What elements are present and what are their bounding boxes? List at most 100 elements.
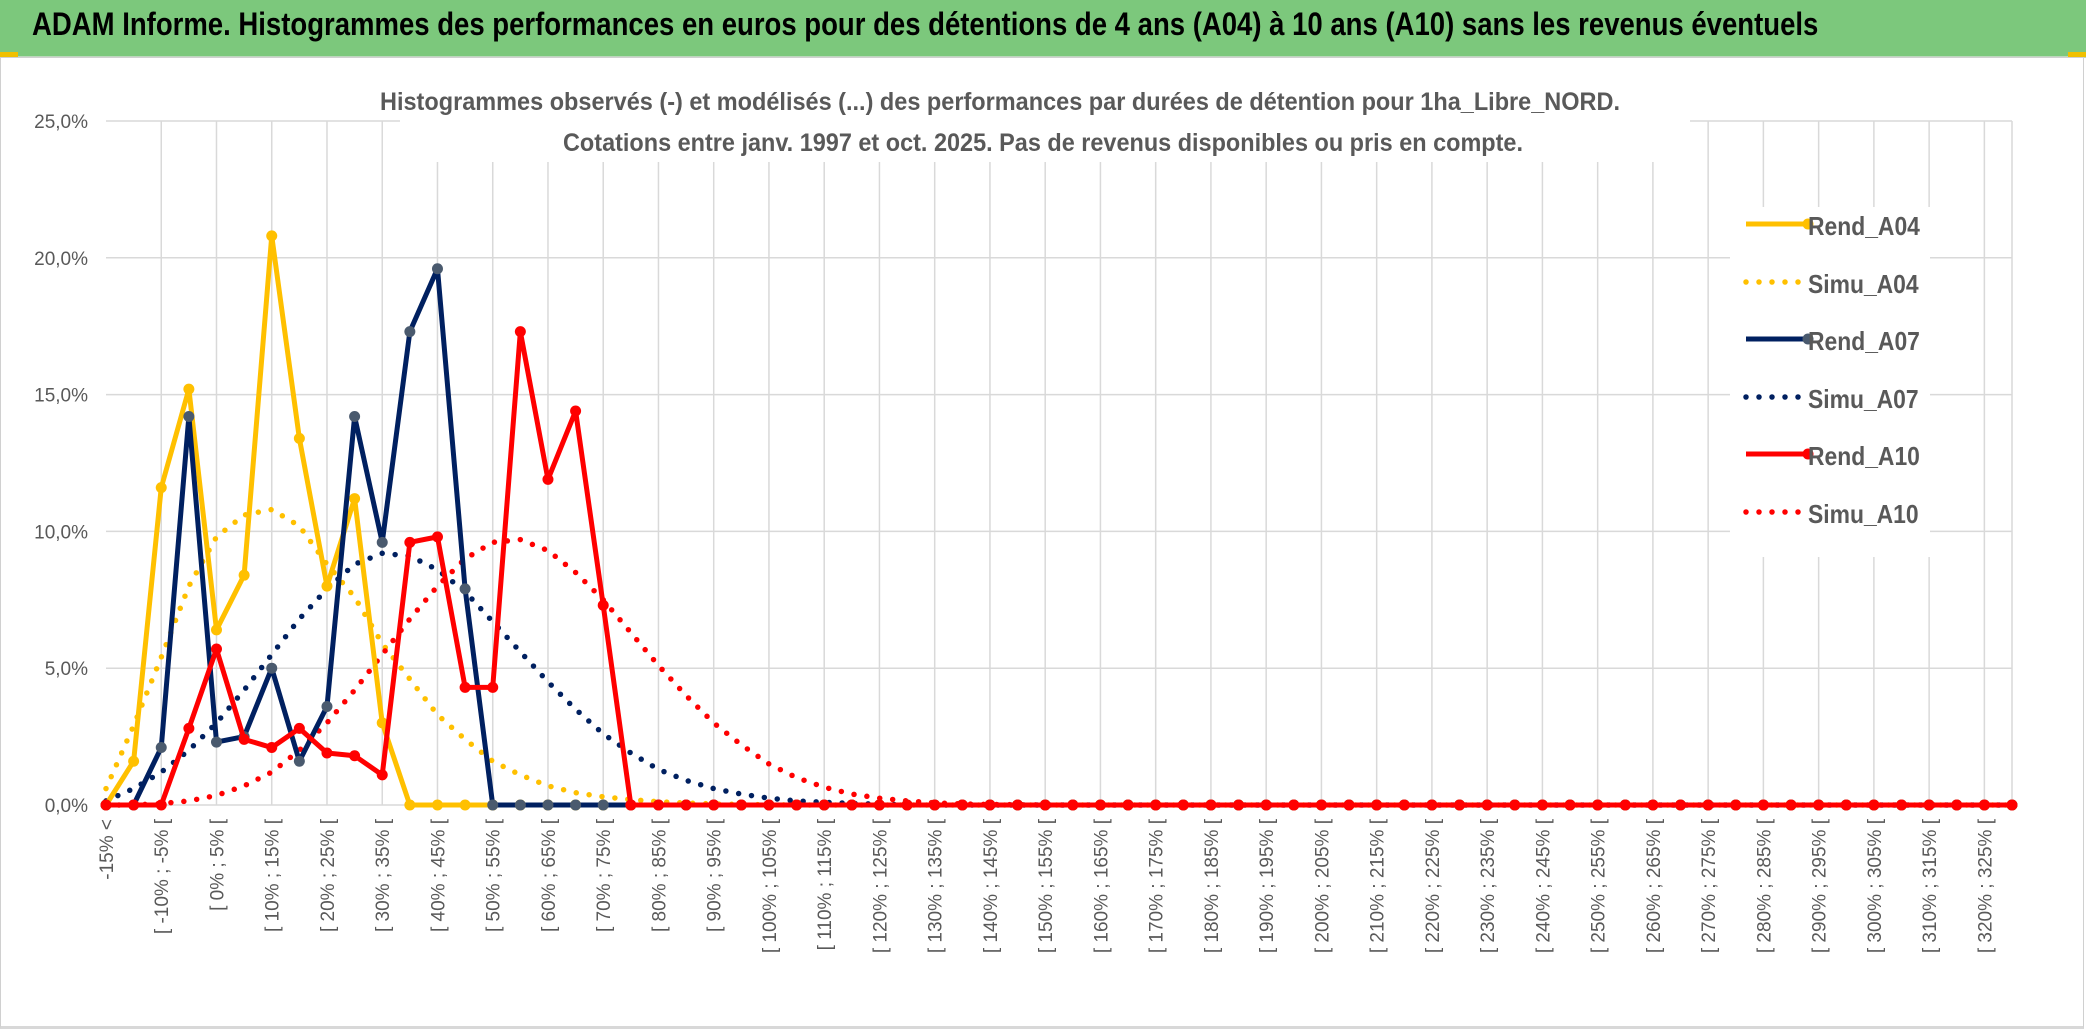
data-point-rend-a07 xyxy=(542,799,554,811)
x-tick-label: [ 230% ; 235% [ xyxy=(1478,818,1499,953)
y-tick-label: 15,0% xyxy=(34,386,88,407)
series-line-rend-a07 xyxy=(106,266,2012,808)
x-tick-label: [ 40% ; 45% [ xyxy=(428,818,449,932)
data-point-rend-a10 xyxy=(349,750,361,762)
data-point-rend-a04 xyxy=(431,799,443,811)
data-point-rend-a04 xyxy=(183,383,195,395)
x-tick-label: [ 220% ; 225% [ xyxy=(1423,818,1444,953)
data-point-rend-a07 xyxy=(570,799,582,811)
data-point-rend-a10 xyxy=(1951,799,1963,811)
data-point-rend-a10 xyxy=(984,799,996,811)
data-point-rend-a07 xyxy=(459,583,471,595)
series-line-rend-a10 xyxy=(106,329,2012,808)
data-point-rend-a10 xyxy=(431,531,443,543)
data-point-rend-a10 xyxy=(1536,799,1548,811)
data-point-rend-a10 xyxy=(708,799,720,811)
data-point-rend-a10 xyxy=(1094,799,1106,811)
data-point-rend-a10 xyxy=(183,722,195,734)
data-point-rend-a07 xyxy=(487,799,499,811)
x-tick-label: [ 120% ; 125% [ xyxy=(870,818,891,953)
y-tick-label: 25,0% xyxy=(34,112,88,133)
x-tick-label: [ 90% ; 95% [ xyxy=(705,818,726,932)
data-point-rend-a10 xyxy=(514,326,526,338)
x-tick-label: [ 30% ; 35% [ xyxy=(373,818,394,932)
legend-marker xyxy=(1802,218,1814,230)
data-point-rend-a10 xyxy=(1702,799,1714,811)
data-point-rend-a10 xyxy=(763,799,775,811)
data-point-rend-a10 xyxy=(570,405,582,417)
data-point-rend-a04 xyxy=(238,569,250,581)
data-point-rend-a07 xyxy=(404,326,416,338)
data-point-rend-a10 xyxy=(652,799,664,811)
data-point-rend-a04 xyxy=(321,580,333,592)
data-point-rend-a10 xyxy=(266,742,278,754)
data-point-rend-a07 xyxy=(514,799,526,811)
data-point-rend-a10 xyxy=(210,643,222,655)
x-tick-label: [ 240% ; 245% [ xyxy=(1533,818,1554,953)
data-point-rend-a10 xyxy=(735,799,747,811)
data-point-rend-a10 xyxy=(1122,799,1134,811)
x-tick-label: [ 280% ; 285% [ xyxy=(1754,818,1775,953)
legend-marker xyxy=(1802,333,1814,345)
legend-label: Simu_A07 xyxy=(1808,383,1919,414)
x-tick-label: [ 260% ; 265% [ xyxy=(1644,818,1665,953)
series-line-simu-a10 xyxy=(103,536,2015,808)
legend-swatch xyxy=(1746,333,1814,345)
data-point-rend-a10 xyxy=(1371,799,1383,811)
data-point-rend-a10 xyxy=(1509,799,1521,811)
data-point-rend-a10 xyxy=(1896,799,1908,811)
data-point-rend-a10 xyxy=(1039,799,1051,811)
data-point-rend-a10 xyxy=(1315,799,1327,811)
data-point-rend-a10 xyxy=(1647,799,1659,811)
data-point-rend-a10 xyxy=(1757,799,1769,811)
data-point-rend-a10 xyxy=(873,799,885,811)
x-tick-label: [ 250% ; 255% [ xyxy=(1589,818,1610,953)
data-point-rend-a10 xyxy=(680,799,692,811)
x-tick-label: [ 130% ; 135% [ xyxy=(926,818,947,953)
legend-marker xyxy=(1802,448,1814,460)
data-point-rend-a10 xyxy=(1978,799,1990,811)
data-point-rend-a10 xyxy=(404,536,416,548)
data-point-rend-a04 xyxy=(349,493,361,505)
x-tick-label: [ 290% ; 295% [ xyxy=(1810,818,1831,953)
data-point-rend-a10 xyxy=(1675,799,1687,811)
data-point-rend-a07 xyxy=(431,263,443,275)
data-point-rend-a10 xyxy=(1398,799,1410,811)
data-point-rend-a10 xyxy=(238,733,250,745)
chart-frame xyxy=(0,57,2084,1029)
series-line-simu-a04 xyxy=(103,506,2015,808)
x-tick-label: [ 60% ; 65% [ xyxy=(539,818,560,932)
data-point-rend-a10 xyxy=(487,681,499,693)
x-tick-label: [ 180% ; 185% [ xyxy=(1202,818,1223,953)
legend-item: Simu_A04 xyxy=(1730,265,1930,305)
corner-accent-left xyxy=(0,52,18,57)
data-point-rend-a10 xyxy=(1481,799,1493,811)
x-tick-label: [ 10% ; 15% [ xyxy=(263,818,284,932)
data-point-rend-a10 xyxy=(818,799,830,811)
x-tick-label: [ 150% ; 155% [ xyxy=(1036,818,1057,953)
legend-label: Simu_A10 xyxy=(1808,498,1919,529)
data-point-rend-a10 xyxy=(293,722,305,734)
x-tick-label: [ 110% ; 115% [ xyxy=(815,818,836,950)
corner-accent-right xyxy=(2068,52,2086,57)
y-tick-label: 10,0% xyxy=(34,522,88,543)
legend-swatch xyxy=(1743,278,1811,285)
data-point-rend-a10 xyxy=(155,799,167,811)
data-point-rend-a07 xyxy=(266,662,278,674)
data-point-rend-a10 xyxy=(1813,799,1825,811)
data-point-rend-a04 xyxy=(293,432,305,444)
data-point-rend-a10 xyxy=(597,599,609,611)
data-point-rend-a10 xyxy=(1067,799,1079,811)
data-point-rend-a10 xyxy=(1592,799,1604,811)
data-point-rend-a10 xyxy=(1205,799,1217,811)
data-point-rend-a04 xyxy=(128,755,140,767)
data-point-rend-a04 xyxy=(266,230,278,242)
data-point-rend-a10 xyxy=(1923,799,1935,811)
data-point-rend-a04 xyxy=(376,717,388,729)
legend-item: Rend_A04 xyxy=(1730,207,1930,247)
data-point-rend-a10 xyxy=(542,473,554,485)
x-tick-label: [ 200% ; 205% [ xyxy=(1312,818,1333,953)
data-point-rend-a10 xyxy=(1619,799,1631,811)
data-point-rend-a10 xyxy=(1260,799,1272,811)
header-bar: ADAM Informe. Histogrammes des performan… xyxy=(0,0,2086,58)
